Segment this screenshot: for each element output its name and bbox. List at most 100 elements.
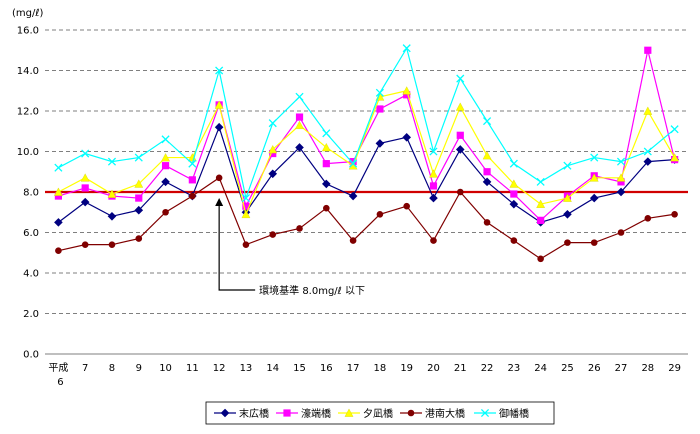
- data-point: [268, 145, 278, 154]
- data-point: [81, 184, 89, 192]
- data-point: [80, 173, 90, 182]
- data-point: [161, 177, 170, 187]
- legend-box: [205, 401, 555, 425]
- data-point: [321, 143, 331, 152]
- data-point: [589, 173, 599, 182]
- data-point: [590, 239, 598, 246]
- series-3: [54, 86, 679, 219]
- data-point: [671, 210, 678, 218]
- x-tick-label: 28: [641, 363, 654, 374]
- data-point: [589, 193, 599, 203]
- data-point: [322, 179, 331, 189]
- data-point: [107, 189, 117, 198]
- data-point: [54, 192, 62, 200]
- data-point: [268, 169, 278, 179]
- data-point: [536, 199, 545, 208]
- x-tick-label: 18: [374, 363, 387, 374]
- data-point: [322, 129, 331, 138]
- legend-marker: [220, 408, 230, 418]
- legend-marker: [407, 409, 415, 417]
- data-point: [483, 168, 491, 176]
- data-point: [617, 229, 625, 236]
- data-point: [643, 157, 653, 166]
- data-point: [135, 235, 143, 242]
- data-point: [616, 187, 626, 197]
- data-point: [375, 88, 384, 97]
- legend-marker: [480, 408, 490, 418]
- legend-item: 御幡橋: [474, 407, 529, 420]
- data-point: [322, 160, 330, 168]
- y-tick-label: 8.0: [23, 188, 39, 199]
- x-tick-label: 24: [534, 363, 547, 374]
- data-point: [134, 179, 144, 188]
- y-axis-ticks: 0.0 2.0 4.0 6.0 8.0 10.0 12.0 14.0 16.0: [17, 26, 39, 361]
- legend-item: 港南大橋: [400, 407, 465, 420]
- x-tick-label: 20: [427, 363, 440, 374]
- x-tick-label: 15: [293, 363, 306, 374]
- data-point: [483, 117, 492, 126]
- data-point: [537, 216, 545, 224]
- x-tick-label: 平成: [48, 362, 68, 374]
- data-point: [456, 74, 465, 83]
- series-line: [58, 90, 676, 217]
- data-point: [564, 239, 571, 246]
- series-line: [58, 176, 675, 260]
- data-point: [483, 219, 491, 226]
- data-point: [643, 147, 652, 156]
- data-point: [616, 173, 626, 182]
- legend-item: 夕凪橋: [338, 407, 393, 420]
- x-tick-label: 11: [186, 363, 199, 374]
- data-point: [81, 241, 89, 248]
- x-tick-label: 26: [588, 363, 601, 374]
- legend-label: 御幡橋: [499, 407, 529, 420]
- data-point: [509, 199, 519, 209]
- x-tick-label: 29: [668, 363, 681, 374]
- data-point: [241, 209, 251, 219]
- legend-marker: [283, 409, 291, 417]
- y-tick-label: 14.0: [17, 66, 39, 77]
- series-5: [54, 44, 679, 203]
- data-point: [242, 202, 250, 210]
- x-tick-label: 7: [82, 363, 88, 374]
- data-point: [241, 194, 250, 203]
- y-tick-label: 4.0: [23, 269, 39, 280]
- data-point: [456, 188, 464, 196]
- data-point: [510, 237, 518, 244]
- x-tick-label: 27: [615, 363, 628, 374]
- data-point: [107, 157, 117, 166]
- data-point: [348, 191, 358, 201]
- legend-label: 濠端橋: [301, 407, 331, 420]
- data-point: [162, 208, 169, 216]
- data-point: [242, 241, 250, 248]
- legend: 末広橋 濠端橋 夕凪橋 港南大橋 御幡橋: [205, 401, 555, 425]
- data-point: [134, 153, 143, 162]
- x-tick-label: 19: [400, 363, 413, 374]
- x-tick-label: 9: [136, 363, 142, 374]
- y-tick-label: 16.0: [17, 26, 39, 37]
- data-point: [295, 92, 304, 101]
- data-point: [161, 135, 170, 144]
- data-point: [269, 231, 277, 238]
- data-point: [482, 151, 492, 160]
- legend-marker: [344, 408, 354, 417]
- data-point: [643, 106, 653, 115]
- annotation-text: 環境基準 8.0mg/ℓ 以下: [259, 284, 365, 297]
- data-point: [537, 255, 544, 263]
- data-point: [376, 210, 384, 218]
- x-tick-label: 16: [320, 363, 333, 374]
- data-point: [349, 159, 358, 168]
- data-point: [563, 161, 572, 170]
- series-2: [54, 46, 679, 224]
- x-tick-label: 10: [159, 363, 172, 374]
- data-point: [482, 177, 492, 187]
- x-tick-label: 17: [347, 363, 360, 374]
- series-line: [58, 125, 675, 224]
- data-point: [296, 225, 303, 232]
- x-tick-label: 23: [507, 363, 520, 374]
- data-point: [456, 131, 464, 139]
- data-point: [402, 133, 411, 142]
- data-point: [269, 149, 277, 158]
- legend-item: 濠端橋: [276, 407, 331, 420]
- data-point: [323, 204, 330, 212]
